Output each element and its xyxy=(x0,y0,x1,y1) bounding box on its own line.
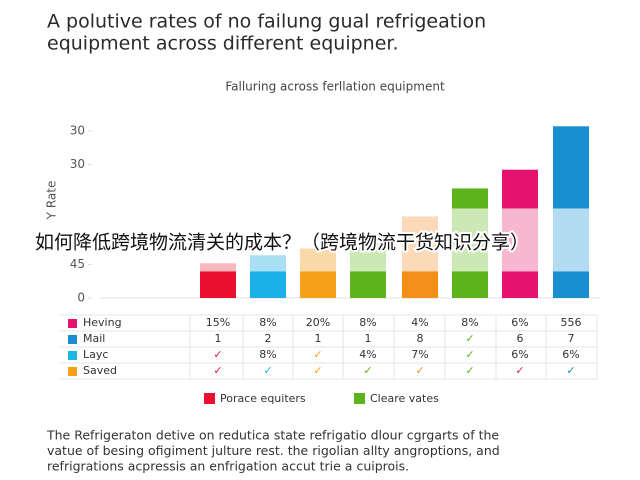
table-cell: ✓ xyxy=(465,364,474,377)
table-cell: ✓ xyxy=(415,364,424,377)
legend-swatch xyxy=(354,393,365,404)
bar-segment xyxy=(502,208,538,272)
table-cell: 6% xyxy=(511,348,528,361)
table-cell: 1 xyxy=(215,332,222,345)
row-label: Mail xyxy=(83,332,105,345)
bar-segment xyxy=(250,255,286,272)
table-cell: 8 xyxy=(417,332,424,345)
table-cell: ✓ xyxy=(213,364,222,377)
bar-segment xyxy=(502,169,538,209)
table-cell: 1 xyxy=(365,332,372,345)
y-axis-label: Y Rate xyxy=(45,181,59,221)
row-swatch xyxy=(68,335,77,344)
footer-line: vatue of besing ofigiment julture rest. … xyxy=(47,443,500,458)
table-cell: ✓ xyxy=(313,348,322,361)
table-cell: 20% xyxy=(306,316,330,329)
row-label: Heving xyxy=(83,316,122,329)
row-label: Layc xyxy=(83,348,108,361)
y-tick-label: 0 xyxy=(77,291,85,305)
table-cell: 4% xyxy=(359,348,376,361)
table-cell: 1 xyxy=(315,332,322,345)
table-cell: 6% xyxy=(511,316,528,329)
bar-segment xyxy=(200,271,236,298)
bar-segment xyxy=(502,271,538,298)
table-cell: ✓ xyxy=(313,364,322,377)
table-cell: 8% xyxy=(461,316,478,329)
y-tick-label: 30 xyxy=(70,157,85,171)
bar-segment xyxy=(402,271,438,298)
y-tick-label: 30 xyxy=(70,123,85,137)
table-cell: ✓ xyxy=(363,364,372,377)
row-swatch xyxy=(68,367,77,376)
table-cell: 15% xyxy=(206,316,230,329)
legend-swatch xyxy=(204,393,215,404)
row-swatch xyxy=(68,319,77,328)
row-swatch xyxy=(68,351,77,360)
table-cell: ✓ xyxy=(263,364,272,377)
table-cell: ✓ xyxy=(465,348,474,361)
footer-line: refrigrations acpressis an enfrigation a… xyxy=(47,459,409,474)
bar-segment xyxy=(452,271,488,298)
bar-segment xyxy=(402,216,438,272)
y-tick-label: 45 xyxy=(70,257,85,271)
table-cell: 4% xyxy=(411,316,428,329)
bar-segment xyxy=(553,271,589,298)
overlay-text: 如何降低跨境物流清关的成本？（跨境物流干货知识分享） xyxy=(35,232,529,254)
bar-segment xyxy=(553,208,589,272)
footer-line: The Refrigeraton detive on redutica stat… xyxy=(46,428,499,443)
table-cell: ✓ xyxy=(465,332,474,345)
table-cell: 7% xyxy=(411,348,428,361)
title-line: equipment across different equipner. xyxy=(47,33,399,55)
chart-title: Falluring across ferllation equipment xyxy=(225,80,445,94)
table-cell: 6 xyxy=(517,332,524,345)
bar-segment xyxy=(553,126,589,209)
table-cell: 6% xyxy=(562,348,579,361)
table-cell: ✓ xyxy=(515,364,524,377)
table-cell: 556 xyxy=(561,316,582,329)
bar-segment xyxy=(350,271,386,298)
table-cell: ✓ xyxy=(566,364,575,377)
bar-segment xyxy=(350,243,386,272)
table-cell: 7 xyxy=(568,332,575,345)
row-label: Saved xyxy=(83,364,117,377)
title-line: A polutive rates of no failung gual refr… xyxy=(47,11,486,33)
bar-segment xyxy=(200,263,236,272)
bar-segment xyxy=(250,271,286,298)
legend-label: Cleare vates xyxy=(370,392,439,405)
bar-segment xyxy=(452,208,488,272)
legend-label: Porace equiters xyxy=(220,392,306,405)
table-cell: 8% xyxy=(259,316,276,329)
table-cell: 2 xyxy=(265,332,272,345)
bar-segment xyxy=(300,271,336,298)
bar-segment xyxy=(452,188,488,209)
bar-segment xyxy=(300,248,336,272)
table-cell: 8% xyxy=(359,316,376,329)
table-cell: ✓ xyxy=(213,348,222,361)
table-cell: 8% xyxy=(259,348,276,361)
